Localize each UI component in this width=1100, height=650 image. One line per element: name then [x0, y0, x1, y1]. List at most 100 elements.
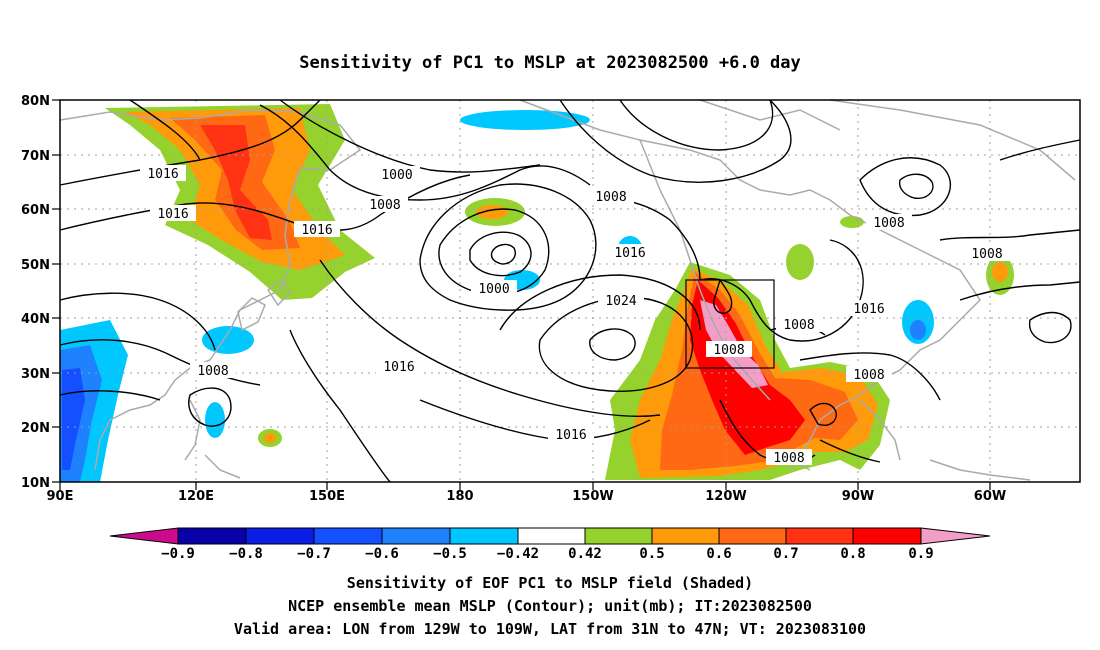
colorbar-tick: 0.7	[773, 546, 798, 562]
contour-label: 1016	[376, 358, 422, 375]
colorbar-low-triangle	[109, 527, 179, 545]
colorbar-tick: 0.9	[908, 546, 933, 562]
shade-patch-c-orange	[992, 262, 1008, 282]
contour-label: 1000	[374, 166, 420, 183]
colorbar-swatch	[381, 527, 451, 545]
contour-label: 1024	[598, 292, 644, 309]
svg-text:1016: 1016	[147, 167, 178, 182]
lat-label: 60N	[21, 203, 50, 218]
shade-patch-d	[840, 216, 864, 228]
lon-axis: 90E 120E 150E 180 150W 120W 90W 60W	[47, 482, 1006, 504]
svg-text:1008: 1008	[369, 198, 400, 213]
colorbar-swatch	[785, 527, 854, 545]
shade-patch-b	[786, 244, 814, 280]
lat-axis: 80N 70N 60N 50N 40N 30N 20N 10N	[21, 94, 60, 491]
lon-label: 150E	[309, 489, 345, 504]
map-panel: 1016 1000 1008 1016 1016 1008 1000 1016 …	[21, 94, 1081, 504]
figure-title: Sensitivity of PC1 to MSLP at 2023082500…	[299, 53, 801, 73]
lat-label: 40N	[21, 312, 50, 327]
colorbar-swatch	[245, 527, 315, 545]
lon-label: 90E	[47, 489, 74, 504]
colorbar-swatch	[718, 527, 787, 545]
contour-labels: 1016 1000 1008 1016 1016 1008 1000 1016 …	[140, 165, 1010, 466]
lat-label: 20N	[21, 421, 50, 436]
colorbar-swatch	[517, 527, 586, 545]
svg-text:1016: 1016	[853, 302, 884, 317]
contour-label: 1016	[846, 300, 892, 317]
lon-label: 180	[446, 489, 473, 504]
svg-text:1008: 1008	[783, 318, 814, 333]
svg-text:1008: 1008	[971, 247, 1002, 262]
lat-label: 50N	[21, 258, 50, 273]
colorbar-tick: −0.5	[433, 546, 467, 562]
colorbar-swatch	[852, 527, 922, 545]
contour-label: 1000	[471, 280, 517, 297]
contour-label: 1016	[150, 205, 196, 222]
colorbar-tick: −0.8	[229, 546, 263, 562]
contour-label: 1008	[706, 341, 752, 358]
colorbar: −0.9 −0.8 −0.7 −0.6 −0.5 −0.42 0.42 0.5 …	[109, 527, 991, 562]
colorbar-high-triangle	[920, 527, 991, 545]
lon-label: 60W	[974, 489, 1006, 504]
contour-label: 1008	[362, 196, 408, 213]
contour-label: 1008	[866, 214, 912, 231]
svg-text:1000: 1000	[478, 282, 509, 297]
colorbar-swatch	[651, 527, 720, 545]
contour-label: 1008	[846, 366, 892, 383]
shade-neg-atl2	[910, 320, 926, 340]
svg-text:1008: 1008	[595, 190, 626, 205]
contour-label: 1008	[964, 245, 1010, 262]
svg-text:1016: 1016	[157, 207, 188, 222]
colorbar-tick: 0.5	[639, 546, 664, 562]
coastlines	[59, 99, 1076, 481]
colorbar-tick: −0.7	[297, 546, 331, 562]
svg-text:1016: 1016	[301, 223, 332, 238]
svg-text:1008: 1008	[773, 451, 804, 466]
shade-neg-arctic	[460, 110, 590, 130]
contour-label: 1016	[548, 426, 594, 443]
caption-line: Sensitivity of EOF PC1 to MSLP field (Sh…	[347, 574, 753, 592]
colorbar-tick: −0.6	[365, 546, 399, 562]
contour-label: 1008	[588, 188, 634, 205]
lon-label: 120E	[178, 489, 214, 504]
caption-line: NCEP ensemble mean MSLP (Contour); unit(…	[288, 597, 812, 615]
contour-label: 1016	[294, 221, 340, 238]
caption-line: Valid area: LON from 129W to 109W, LAT f…	[234, 620, 866, 638]
contour-label: 1016	[140, 165, 186, 182]
valid-area-box	[685, 279, 775, 369]
colorbar-swatch	[449, 527, 519, 545]
contour-label: 1008	[776, 316, 822, 333]
svg-text:1008: 1008	[853, 368, 884, 383]
colorbar-swatch	[313, 527, 383, 545]
svg-text:1016: 1016	[555, 428, 586, 443]
svg-text:1008: 1008	[873, 216, 904, 231]
colorbar-tick: −0.42	[497, 546, 539, 562]
colorbar-tick: 0.6	[706, 546, 731, 562]
lat-label: 70N	[21, 149, 50, 164]
lat-label: 80N	[21, 94, 50, 109]
colorbar-tick: 0.8	[840, 546, 865, 562]
shade-neg-japan	[202, 326, 254, 354]
colorbar-tick: 0.42	[568, 546, 602, 562]
lon-label: 150W	[572, 489, 613, 504]
contour-label: 1008	[766, 449, 812, 466]
contour-label: 1016	[607, 244, 653, 261]
lon-label: 90W	[842, 489, 874, 504]
shaded-sensitivity	[60, 104, 1014, 482]
map-frame	[59, 99, 1081, 483]
svg-text:1016: 1016	[383, 360, 414, 375]
svg-text:1016: 1016	[614, 246, 645, 261]
lon-label: 120W	[705, 489, 746, 504]
svg-text:1000: 1000	[381, 168, 412, 183]
colorbar-swatch	[177, 527, 247, 545]
colorbar-swatch	[584, 527, 653, 545]
lat-label: 10N	[21, 476, 50, 491]
shade-neg-scs	[205, 402, 225, 438]
lat-label: 30N	[21, 367, 50, 382]
shade-patch-e-orange	[264, 433, 276, 443]
colorbar-tick: −0.9	[161, 546, 195, 562]
shade-siberia-red	[200, 125, 272, 240]
svg-text:1024: 1024	[605, 294, 636, 309]
contour-label: 1008	[190, 362, 236, 379]
